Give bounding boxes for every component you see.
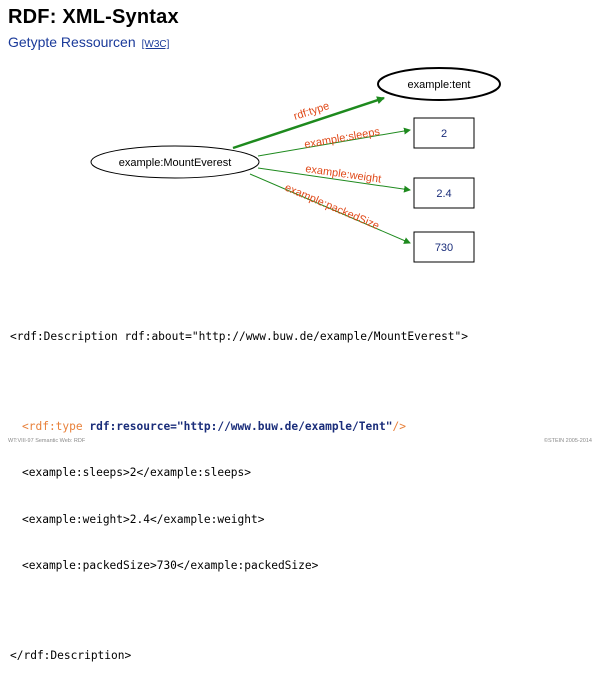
code-type-start: <rdf:type xyxy=(22,419,90,433)
code-line-type: <rdf:type rdf:resource="http://www.buw.d… xyxy=(10,419,468,435)
subject-node-label: example:MountEverest xyxy=(119,157,232,169)
literal-node-packed-size-label: 730 xyxy=(435,242,453,254)
literal-node-sleeps xyxy=(413,117,475,149)
w3c-reference-link[interactable]: [W3C] xyxy=(141,39,170,50)
rdf-graph-diagram: example:MountEverest example:tent 2 2.4 … xyxy=(90,67,501,263)
footer-course-info: WT:VIII-97 Semantic Web: RDF xyxy=(8,438,86,444)
code-line-sleeps: <example:sleeps>2</example:sleeps> xyxy=(22,466,252,479)
edge-packed-size xyxy=(249,173,411,244)
literal-node-sleeps-label: 2 xyxy=(441,128,447,140)
edge-rdf-type xyxy=(232,96,385,150)
code-line-weight: <example:weight>2.4</example:weight> xyxy=(22,512,265,526)
code-type-end: /> xyxy=(392,419,406,433)
literal-node-packed-size xyxy=(413,231,475,263)
code-line-open: <rdf:Description rdf:about="http://www.b… xyxy=(10,330,469,343)
literal-node-weight xyxy=(413,177,475,209)
edge-label-packed-size: example:packedSize xyxy=(283,182,381,233)
code-line-packed-size: <example:packedSize>730</example:packedS… xyxy=(22,559,319,572)
page-title: RDF: XML-Syntax xyxy=(8,6,179,28)
rdf-xml-code-block: <rdf:Description rdf:about="http://www.b… xyxy=(10,298,468,679)
edge-weight xyxy=(257,167,411,193)
edge-label-sleeps: example:sleeps xyxy=(303,126,381,151)
code-type-attr: rdf:resource="http://www.buw.de/example/… xyxy=(89,419,393,433)
subject-node xyxy=(90,145,260,179)
page-subtitle: Getypte Ressourcen [W3C] xyxy=(8,34,169,50)
edge-sleeps xyxy=(257,127,411,157)
edge-label-rdf-type: rdf:type xyxy=(292,100,331,123)
type-node-label: example:tent xyxy=(408,79,471,91)
literal-node-weight-label: 2.4 xyxy=(436,188,451,200)
code-line-close: </rdf:Description> xyxy=(10,648,132,662)
edge-label-weight: example:weight xyxy=(305,163,382,186)
type-node xyxy=(377,67,501,101)
footer-copyright: ©STEIN 2005-2014 xyxy=(543,438,592,444)
subtitle-text: Getypte Ressourcen xyxy=(8,34,136,50)
